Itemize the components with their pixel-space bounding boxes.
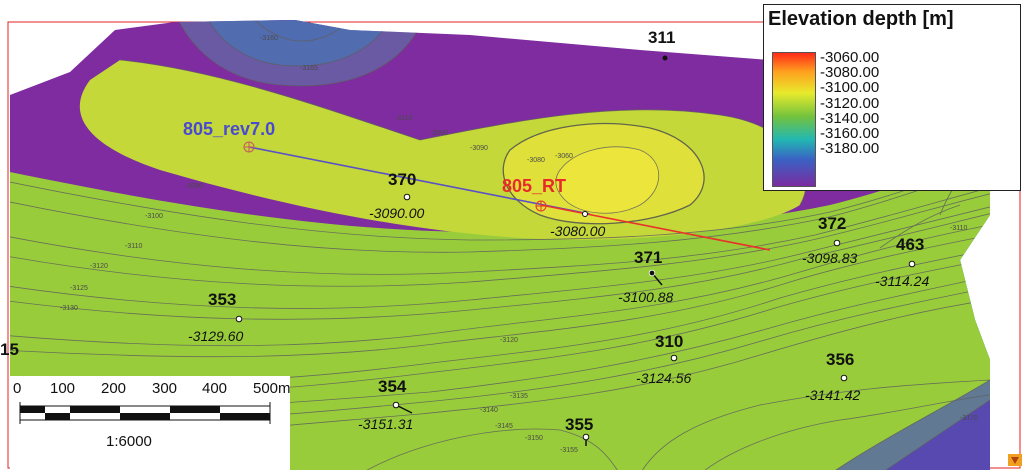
well-value: -3090.00 <box>369 205 424 221</box>
contour-label: -3120 <box>90 263 108 270</box>
legend-label: -3100.00 <box>820 79 880 97</box>
well-name: 371 <box>634 248 662 267</box>
well-356[interactable]: 356 -3141.42 <box>805 350 860 403</box>
contour-label: -3120 <box>500 337 518 344</box>
contour-label: -3100 <box>145 213 163 220</box>
well-805-rt-value: -3080.00 <box>550 223 605 239</box>
contour-label: -3090 <box>430 130 448 137</box>
legend-label: -3080.00 <box>820 64 880 82</box>
petrel-logo-icon <box>1008 454 1022 466</box>
scale-tick-label: 400 <box>202 380 228 397</box>
well-353[interactable]: 353 -3129.60 <box>188 290 243 344</box>
contour-label: -3155 <box>560 447 578 454</box>
well-463[interactable]: 463 -3114.24 <box>875 235 929 289</box>
well-value: -3124.56 <box>636 370 691 386</box>
contour-label: -3090 <box>185 183 203 190</box>
well-value: -3141.42 <box>805 387 860 403</box>
contour-label: -3165 <box>300 65 318 72</box>
well-805-rt-label: 805_RT <box>502 176 566 196</box>
elevation-legend: Elevation depth [m] -3060.00 -3080.00 -3… <box>763 4 1021 191</box>
well-value: -3129.60 <box>188 328 243 344</box>
legend-label: -3160.00 <box>820 124 880 142</box>
well-310[interactable]: 310 -3124.56 <box>636 332 691 386</box>
well-name: 355 <box>565 415 593 434</box>
legend-label: -3180.00 <box>820 140 880 158</box>
legend-label: -3140.00 <box>820 109 880 127</box>
well-370[interactable]: 370 -3090.00 <box>369 170 424 221</box>
well-name: 356 <box>826 350 854 369</box>
well-name: 463 <box>896 235 924 254</box>
scale-tick-label: 200 <box>101 380 127 397</box>
well-path-805-rt <box>540 204 771 251</box>
well-805-rt-marker[interactable] <box>535 200 547 212</box>
well-path-805-rev <box>248 146 591 215</box>
contour-label: -3140 <box>480 407 498 414</box>
well-805-rt-top <box>582 211 588 217</box>
well-311[interactable]: 311 <box>648 28 675 61</box>
well-15[interactable]: 15 <box>0 340 19 359</box>
well-value: -3114.24 <box>875 273 929 289</box>
scale-tick-label: 100 <box>50 380 76 397</box>
contour-label: -3160 <box>260 35 278 42</box>
contour-label: -3110 <box>950 225 967 232</box>
well-name: 372 <box>818 214 846 233</box>
legend-color-bar <box>772 52 816 187</box>
scale-tick-label: 0 <box>13 380 22 397</box>
contour-label: -3130 <box>60 305 78 312</box>
contour-label: -3110 <box>395 115 412 122</box>
well-value: -3100.88 <box>618 289 673 305</box>
well-372[interactable]: 372 -3098.83 <box>802 214 857 266</box>
scale-ratio: 1:6000 <box>106 433 152 450</box>
contour-label: -3150 <box>525 435 543 442</box>
contour-label: -3060 <box>555 153 573 160</box>
contour-label: -3125 <box>70 285 88 292</box>
well-name: 311 <box>648 28 675 47</box>
well-354[interactable]: 354 -3151.31 <box>358 377 413 432</box>
contour-label: -3135 <box>510 393 528 400</box>
well-371[interactable]: 371 -3100.88 <box>618 248 673 305</box>
well-name: 310 <box>655 332 683 351</box>
well-name: 370 <box>388 170 416 189</box>
well-355[interactable]: 355 <box>565 415 593 446</box>
well-name: 353 <box>208 290 236 309</box>
contour-label: -3170 <box>960 415 978 422</box>
well-805-rev-label: 805_rev7.0 <box>183 119 275 139</box>
well-name: 354 <box>378 377 407 396</box>
scale-bar: 0 100 200 300 400 500m 1:6000 <box>10 376 291 474</box>
contour-label: -3090 <box>470 145 488 152</box>
legend-label: -3120.00 <box>820 94 880 112</box>
well-name: 15 <box>0 340 19 359</box>
contour-label: -3145 <box>495 423 513 430</box>
scale-tick-label: 500m <box>253 380 291 397</box>
scale-tick-label: 300 <box>152 380 178 397</box>
legend-label: -3060.00 <box>820 49 880 66</box>
well-value: -3098.83 <box>802 250 857 266</box>
legend-title: Elevation depth [m] <box>768 8 954 30</box>
contour-label: -3080 <box>527 157 545 164</box>
contour-label: -3110 <box>125 243 142 250</box>
well-value: -3151.31 <box>358 416 413 432</box>
scale-bar-graphic <box>19 402 271 424</box>
legend-labels: -3060.00 -3080.00 -3100.00 -3120.00 -314… <box>820 49 1010 158</box>
contour-labels: -3060 -3080 -3090 -3090 -3090 -3100 -311… <box>60 35 978 454</box>
well-805-rev-marker[interactable] <box>243 141 255 153</box>
